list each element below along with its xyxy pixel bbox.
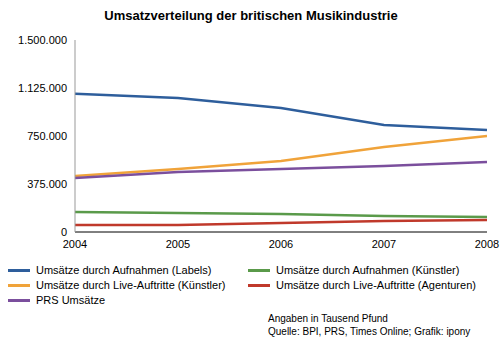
html-text:Quelle: BPI, PRS, Times Online: Quelle: BPI, PRS, Times Online; Grafik: … xyxy=(268,326,471,337)
html-text:Umsatzverteilung der britische: Umsatzverteilung der britischen Musikind… xyxy=(104,8,398,23)
svg-text:2005: 2005 xyxy=(166,238,190,250)
svg-text:2004: 2004 xyxy=(63,238,87,250)
svg-text:1.500.000: 1.500.000 xyxy=(18,34,67,46)
svg-text:1.125.000: 1.125.000 xyxy=(18,82,67,94)
html-text:Umsätze durch Live-Auftritte (: Umsätze durch Live-Auftritte (Agenturen) xyxy=(276,279,476,291)
svg-text:2007: 2007 xyxy=(372,238,396,250)
svg-text:750.000: 750.000 xyxy=(27,130,67,142)
svg-text:2006: 2006 xyxy=(269,238,293,250)
html-text:Umsätze durch Aufnahmen (Label: Umsätze durch Aufnahmen (Labels) xyxy=(36,264,212,276)
svg-text:375.000: 375.000 xyxy=(27,178,67,190)
html-text:Umsätze durch Aufnahmen (Künst: Umsätze durch Aufnahmen (Künstler) xyxy=(276,264,460,276)
svg-text:0: 0 xyxy=(61,226,67,238)
html-text:PRS Umsätze: PRS Umsätze xyxy=(36,294,106,306)
svg-text:2008: 2008 xyxy=(475,238,494,250)
html-text:Angaben in Tausend Pfund: Angaben in Tausend Pfund xyxy=(268,313,388,324)
html-text:Umsätze durch Live-Auftritte (: Umsätze durch Live-Auftritte (Künstler) xyxy=(36,279,226,291)
